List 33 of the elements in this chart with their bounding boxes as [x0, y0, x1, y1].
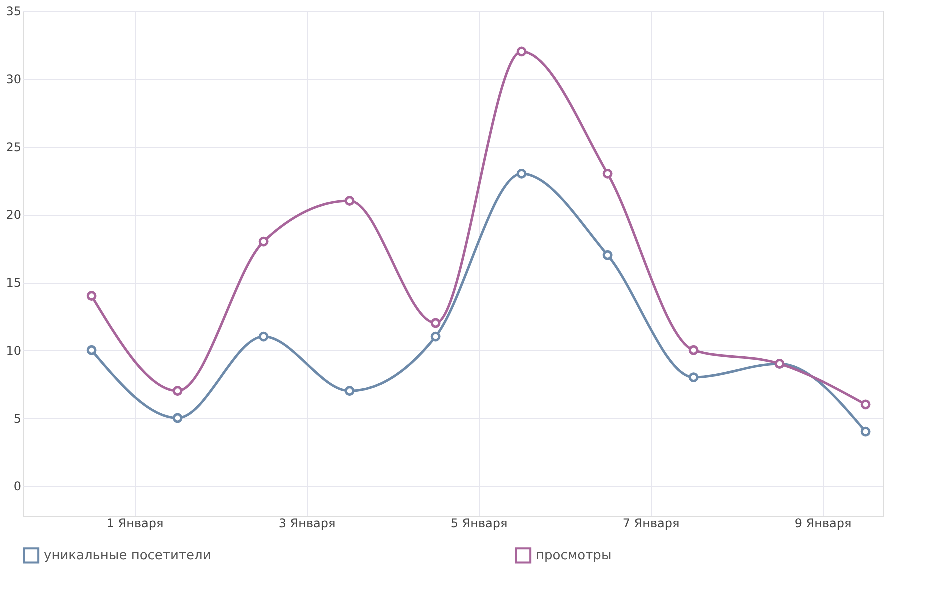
x-tick-label: 1 Января	[106, 516, 164, 530]
y-tick-label: 10	[6, 344, 22, 358]
point	[344, 196, 355, 206]
point	[258, 236, 269, 247]
y-tick-label: 20	[6, 208, 22, 222]
point	[602, 250, 613, 260]
point	[688, 372, 699, 382]
y-tick-label: 30	[6, 72, 22, 86]
point	[86, 291, 97, 302]
point	[516, 168, 527, 179]
x-tick-label: 9 Января	[794, 516, 852, 530]
point	[430, 318, 441, 328]
y-tick-label: 25	[6, 140, 22, 154]
point	[172, 386, 183, 396]
legend-label: уникальные посетители	[44, 548, 212, 564]
y-tick-label: 0	[14, 480, 22, 494]
point	[688, 345, 699, 356]
point	[602, 168, 613, 179]
point	[430, 332, 441, 342]
legend-label: просмотры	[536, 548, 612, 564]
x-tick-label: 3 Января	[278, 516, 336, 530]
point	[258, 332, 269, 342]
y-tick-label: 15	[6, 276, 22, 290]
point	[860, 426, 871, 437]
y-tick-label: 5	[14, 412, 22, 426]
point	[86, 345, 97, 356]
point	[344, 386, 355, 396]
point	[172, 413, 183, 424]
point	[516, 46, 527, 57]
point	[860, 400, 871, 410]
y-tick-label: 35	[6, 4, 22, 18]
x-tick-label: 5 Января	[450, 516, 508, 530]
x-tick-label: 7 Января	[622, 516, 680, 530]
